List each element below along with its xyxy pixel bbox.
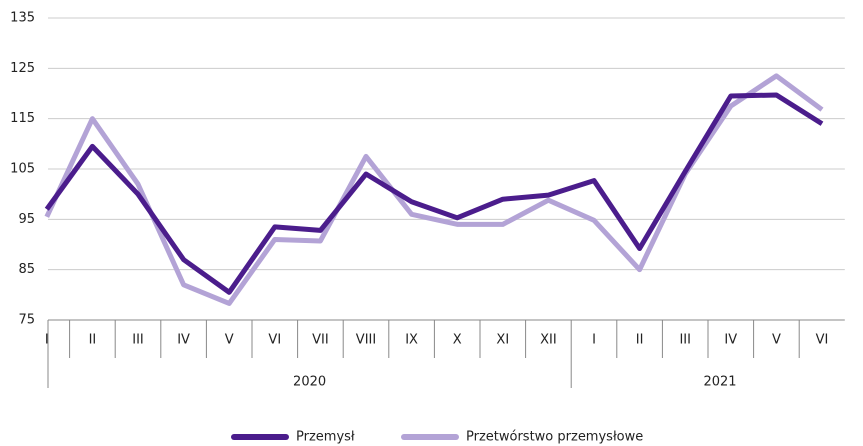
y-tick-label: 75 bbox=[18, 313, 35, 328]
group-label: 2021 bbox=[703, 375, 736, 390]
x-tick-label: IX bbox=[405, 333, 418, 348]
x-tick-label: VI bbox=[268, 333, 281, 348]
x-tick-label: VIII bbox=[356, 333, 376, 348]
legend-label: Przemysł bbox=[296, 430, 355, 445]
y-tick-label: 95 bbox=[18, 212, 35, 227]
x-tick-label: V bbox=[225, 333, 234, 348]
legend-label: Przetwórstwo przemysłowe bbox=[466, 430, 643, 445]
x-tick-label: XII bbox=[540, 333, 557, 348]
y-tick-label: 115 bbox=[10, 111, 35, 126]
y-tick-label: 105 bbox=[10, 162, 35, 177]
series-line bbox=[44, 92, 824, 295]
group-label: 2020 bbox=[293, 375, 326, 390]
y-tick-label: 135 bbox=[10, 11, 35, 26]
y-tick-label: 85 bbox=[18, 262, 35, 277]
x-tick-label: II bbox=[636, 333, 644, 348]
x-tick-label: XI bbox=[496, 333, 509, 348]
x-tick-label: V bbox=[772, 333, 781, 348]
x-tick-label: II bbox=[89, 333, 97, 348]
x-tick-label: IV bbox=[177, 333, 190, 348]
x-tick-label: III bbox=[132, 333, 144, 348]
x-tick-label: VI bbox=[816, 333, 829, 348]
x-tick-label: III bbox=[679, 333, 691, 348]
x-tick-label: IV bbox=[724, 333, 737, 348]
x-tick-label: I bbox=[45, 333, 49, 348]
x-tick-label: X bbox=[453, 333, 462, 348]
x-tick-label: I bbox=[592, 333, 596, 348]
y-tick-label: 125 bbox=[10, 61, 35, 76]
x-tick-label: VII bbox=[312, 333, 329, 348]
